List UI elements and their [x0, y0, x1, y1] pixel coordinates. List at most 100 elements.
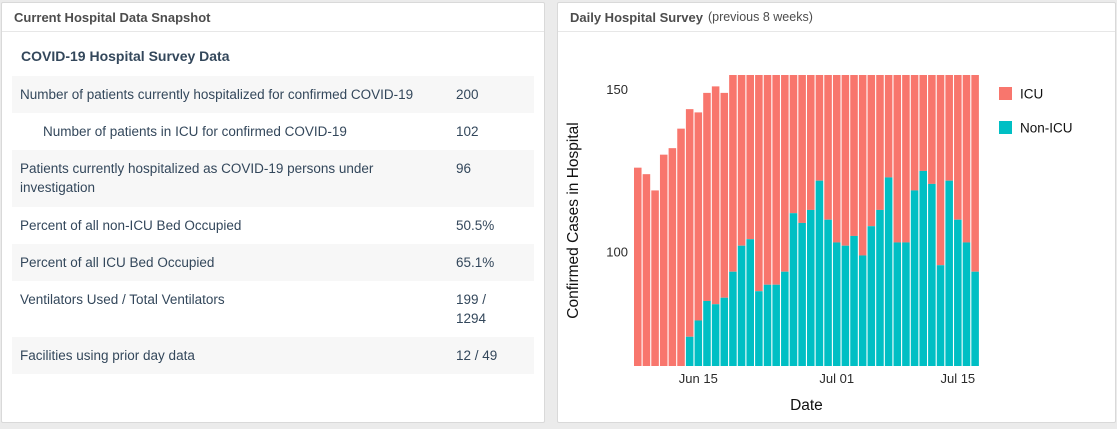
bar-segment-icu [945, 75, 953, 181]
bar-segment-icu [928, 75, 936, 184]
bar-segment-icu [720, 92, 729, 298]
bar-segment-icu [798, 75, 806, 223]
bar-segment-non-icu [893, 242, 902, 366]
bar-segment-icu [694, 112, 703, 321]
y-tick-label: 150 [606, 82, 628, 97]
bar-segment-non-icu [876, 209, 884, 366]
bar-segment-icu [703, 92, 711, 301]
bar-segment-icu [789, 75, 798, 214]
bar-segment-non-icu [954, 219, 962, 366]
bar-segment-icu [659, 154, 668, 366]
bar-segment-non-icu [694, 320, 703, 366]
row-value: 96 [456, 161, 472, 177]
row-label: Ventilators Used / Total Ventilators [20, 291, 225, 307]
daily-hospital-survey-card: Daily Hospital Survey (previous 8 weeks)… [557, 2, 1116, 423]
table-row: Percent of all ICU Bed Occupied 65.1% [12, 243, 534, 281]
bar-segment-icu [642, 174, 651, 366]
bar-segment-non-icu [807, 209, 815, 366]
row-label: Percent of all ICU Bed Occupied [20, 254, 215, 270]
bar-segment-icu [893, 75, 902, 243]
row-value: 200 [456, 87, 479, 102]
bar-segment-non-icu [971, 271, 979, 366]
bar-segment-non-icu [703, 300, 711, 366]
right-card-subtitle: (previous 8 weeks) [707, 10, 813, 24]
table-row: Number of patients in ICU for confirmed … [12, 113, 534, 150]
bar-segment-non-icu [936, 265, 945, 366]
y-tick-label: 100 [606, 245, 628, 260]
bar-segment-icu [858, 75, 867, 256]
bar-segment-icu [781, 75, 789, 272]
bar-segment-non-icu [824, 219, 832, 366]
bar-segment-icu [884, 75, 893, 178]
bar-segment-non-icu [772, 284, 780, 366]
bar-segment-non-icu [841, 245, 850, 366]
bar-segment-icu [755, 75, 763, 292]
bar-segment-non-icu [850, 235, 858, 366]
bar-segment-icu [763, 75, 772, 285]
bar-segment-icu [815, 75, 824, 181]
bar-segment-icu [737, 75, 746, 246]
current-hospital-data-card: Current Hospital Data Snapshot COVID-19 … [1, 2, 545, 423]
bar-segment-non-icu [832, 242, 841, 366]
bar-segment-icu [919, 75, 927, 171]
table-row: Percent of all non-ICU Bed Occupied 50.5% [12, 207, 534, 244]
y-axis-title: Confirmed Cases in Hospital [565, 122, 582, 318]
row-value: 50.5% [456, 217, 495, 233]
bar-segment-icu [876, 75, 884, 210]
bar-segment-icu [936, 75, 945, 266]
x-tick-label: Jun 15 [679, 371, 718, 386]
bar-segment-icu [902, 75, 910, 243]
bar-segment-non-icu [919, 170, 927, 366]
legend-label: ICU [1020, 87, 1043, 102]
bar-segment-icu [651, 190, 659, 366]
row-value: 65.1% [456, 254, 495, 270]
bar-segment-icu [824, 75, 832, 220]
bar-segment-icu [841, 75, 850, 246]
table-row: Ventilators Used / Total Ventilators 199 … [12, 281, 534, 337]
left-card-body: COVID-19 Hospital Survey Data Number of … [2, 32, 544, 375]
bar-segment-non-icu [737, 245, 746, 366]
row-label: Percent of all non-ICU Bed Occupied [20, 217, 242, 233]
bar-segment-non-icu [781, 271, 789, 366]
bar-segment-non-icu [798, 222, 806, 366]
row-value: 102 [456, 124, 479, 140]
bar-segment-icu [685, 109, 694, 337]
right-card-header: Daily Hospital Survey (previous 8 weeks) [558, 3, 1115, 32]
x-axis-title: Date [790, 397, 823, 414]
row-label: Number of patients in ICU for confirmed … [43, 124, 347, 140]
bar-segment-non-icu [763, 284, 772, 366]
legend-swatch-icu [999, 87, 1012, 100]
bar-segment-non-icu [858, 255, 867, 366]
bar-segment-non-icu [945, 180, 953, 366]
bar-segment-icu [832, 75, 841, 243]
bar-segment-non-icu [902, 242, 910, 366]
row-value: 199 / 1294 [456, 291, 487, 327]
bar-segment-icu [850, 75, 858, 236]
survey-table: Number of patients currently hospitalize… [12, 76, 534, 375]
bar-segment-non-icu [928, 183, 936, 366]
legend-label: Non-ICU [1020, 121, 1073, 136]
bar-segment-icu [910, 75, 919, 191]
bar-segment-icu [668, 148, 677, 366]
bar-segment-non-icu [729, 271, 737, 366]
left-card-header: Current Hospital Data Snapshot [2, 3, 544, 32]
bar-segment-icu [962, 75, 971, 243]
row-label: Facilities using prior day data [20, 348, 195, 364]
table-row: Facilities using prior day data 12 / 49 [12, 337, 534, 375]
bar-segment-icu [772, 75, 780, 285]
x-tick-label: Jul 15 [940, 371, 975, 386]
left-card-title: Current Hospital Data Snapshot [14, 9, 211, 25]
table-row: Number of patients currently hospitalize… [12, 76, 534, 114]
bar-segment-non-icu [815, 180, 824, 366]
bar-segment-non-icu [720, 297, 729, 366]
bar-segment-icu [677, 128, 685, 366]
row-value: 12 / 49 [456, 348, 498, 364]
bar-segment-icu [971, 75, 979, 272]
bar-segment-icu [746, 75, 754, 240]
bar-segment-icu [711, 86, 720, 305]
survey-table-title: COVID-19 Hospital Survey Data [21, 48, 230, 64]
row-label: Patients currently hospitalized as COVID… [20, 161, 374, 196]
row-label: Number of patients currently hospitalize… [20, 87, 414, 102]
bar-segment-icu [729, 75, 737, 272]
bar-segment-non-icu [789, 213, 798, 366]
